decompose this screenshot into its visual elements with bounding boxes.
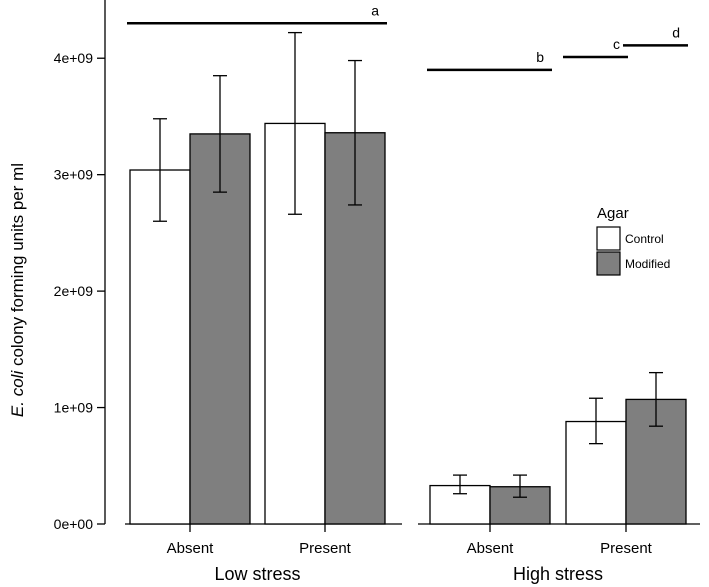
label-layer: Absent Present Low stress Absent Present High… <box>167 540 653 584</box>
x-group-label: High stress <box>513 564 603 584</box>
y-tick-label: 1e+09 <box>54 400 94 416</box>
x-group-label: Low stress <box>214 564 300 584</box>
axis-layer: 0e+00 1e+09 2e+09 3e+09 4e+09 <box>54 0 700 532</box>
y-tick-label: 2e+09 <box>54 283 94 299</box>
legend-label: Control <box>625 232 664 246</box>
bar-control <box>129 169 191 525</box>
significance-letter: a <box>371 2 379 18</box>
legend-swatch <box>596 251 621 276</box>
legend-swatch <box>596 226 621 251</box>
significance-letter: d <box>672 24 680 40</box>
error-bar-layer <box>153 31 663 498</box>
bar-control <box>264 122 326 525</box>
significance-letter: c <box>613 36 620 52</box>
significance-letter: b <box>536 49 544 65</box>
bar-layer <box>129 122 687 525</box>
significance-layer: a b c d <box>127 2 688 72</box>
legend: Agar Control Modified <box>596 205 670 276</box>
x-category-label: Absent <box>167 540 215 557</box>
y-tick-label: 4e+09 <box>54 50 94 66</box>
x-category-label: Absent <box>467 540 515 557</box>
legend-label: Modified <box>625 257 670 271</box>
y-axis-label: E. coli colony forming units per ml <box>8 163 27 417</box>
legend-title: Agar <box>597 205 629 222</box>
y-tick-label: 3e+09 <box>54 167 94 183</box>
x-category-label: Present <box>600 540 653 557</box>
x-category-label: Present <box>299 540 352 557</box>
y-tick-label: 0e+00 <box>54 516 94 532</box>
bar-modified <box>189 133 251 525</box>
